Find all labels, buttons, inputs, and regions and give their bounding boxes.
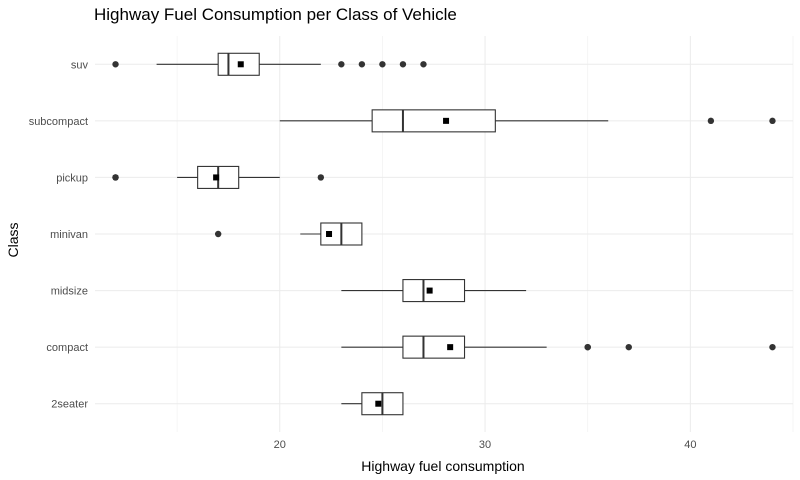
box-iqr: [371, 109, 496, 133]
y-tick-label: 2seater: [51, 399, 88, 411]
outlier-point: [769, 117, 776, 125]
y-tick-label: suv: [71, 59, 89, 71]
outlier-point: [584, 343, 591, 351]
box-pickup: [112, 165, 325, 189]
outlier-point: [112, 61, 119, 68]
mean-point: [213, 174, 220, 181]
box-suv: [112, 52, 427, 76]
chart-title: Highway Fuel Consumption per Class of Ve…: [94, 5, 457, 24]
x-tick-label: 20: [274, 439, 286, 451]
outlier-point: [707, 117, 715, 125]
outlier-point: [420, 61, 427, 68]
y-tick-label: minivan: [50, 229, 88, 241]
mean-point: [375, 400, 382, 407]
box-midsize: [341, 279, 527, 303]
x-tick-label: 40: [684, 439, 696, 451]
x-tick-labels: 20 30 40: [274, 439, 697, 451]
mean-point: [326, 231, 333, 237]
outlier-point: [214, 230, 222, 238]
grid-lines: [95, 36, 794, 432]
y-tick-label: midsize: [51, 286, 88, 298]
y-tick-label: pickup: [56, 172, 88, 184]
outlier-point: [317, 174, 325, 181]
mean-point: [426, 287, 433, 294]
outlier-point: [338, 61, 345, 68]
mean-point: [237, 61, 244, 68]
box-iqr: [402, 279, 466, 303]
y-tick-label: subcompact: [29, 116, 88, 128]
box-series: [112, 52, 776, 416]
box-2seater: [341, 392, 404, 416]
outlier-point: [112, 174, 119, 181]
y-tick-labels: 2seater compact midsize minivan pickup subcom…: [29, 59, 89, 410]
outlier-point: [379, 61, 386, 68]
mean-point: [447, 344, 454, 351]
y-tick-label: compact: [46, 342, 88, 354]
outlier-point: [625, 343, 632, 351]
box-minivan: [214, 222, 363, 246]
x-tick-label: 30: [479, 439, 491, 451]
mean-point: [443, 117, 450, 124]
y-axis-title: Class: [5, 222, 21, 257]
outlier-point: [769, 343, 776, 351]
box-subcompact: [279, 109, 776, 133]
box-compact: [341, 335, 776, 359]
x-axis-title: Highway fuel consumption: [361, 458, 524, 474]
outlier-point: [358, 61, 366, 68]
outlier-point: [399, 61, 407, 68]
box-iqr: [402, 335, 466, 359]
